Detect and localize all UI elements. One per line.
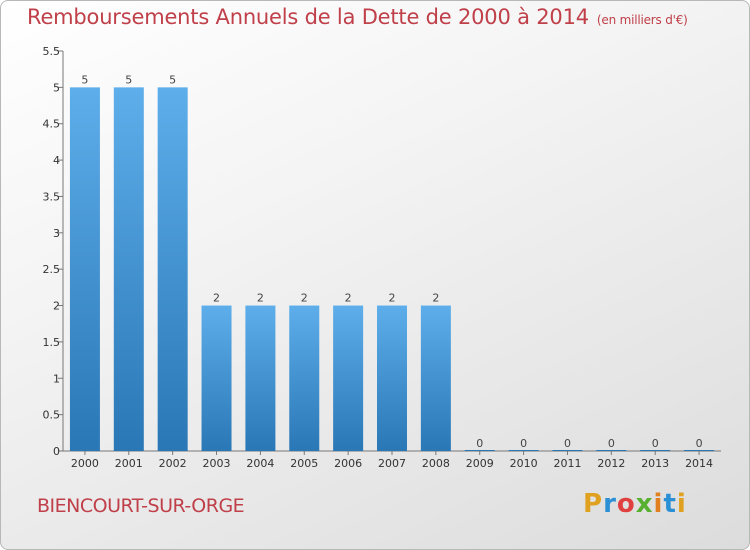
bar-value-label: 0 bbox=[520, 437, 527, 450]
bar-value-label: 2 bbox=[301, 292, 308, 305]
bar-value-label: 0 bbox=[564, 437, 571, 450]
bar[interactable] bbox=[69, 87, 100, 451]
y-tick-label: 2 bbox=[53, 300, 60, 313]
y-tick-label: 1.5 bbox=[43, 336, 61, 349]
bar-value-label: 0 bbox=[652, 437, 659, 450]
chart-title: Remboursements Annuels de la Dette de 20… bbox=[27, 5, 688, 29]
bar-value-label: 2 bbox=[432, 292, 439, 305]
chart-unit: (en milliers d'€) bbox=[596, 13, 688, 27]
x-tick-label: 2009 bbox=[466, 457, 494, 470]
y-tick-label: 4 bbox=[53, 154, 60, 167]
logo-letter: t bbox=[663, 489, 677, 519]
y-tick-label: 3 bbox=[53, 227, 60, 240]
logo-letter: r bbox=[603, 489, 617, 519]
x-tick-label: 2012 bbox=[597, 457, 625, 470]
bar[interactable] bbox=[420, 305, 451, 451]
bar[interactable] bbox=[333, 305, 364, 451]
bar-value-label: 2 bbox=[213, 292, 220, 305]
y-tick-label: 4.5 bbox=[43, 118, 61, 131]
x-tick-label: 2002 bbox=[159, 457, 187, 470]
proxiti-logo[interactable]: Proxiti bbox=[583, 489, 687, 519]
bar-value-label: 5 bbox=[81, 73, 88, 86]
x-tick-label: 2014 bbox=[685, 457, 713, 470]
bar-value-label: 0 bbox=[608, 437, 615, 450]
logo-letter: i bbox=[653, 489, 664, 519]
bar-value-label: 2 bbox=[345, 292, 352, 305]
x-tick-label: 2007 bbox=[378, 457, 406, 470]
x-tick-label: 2003 bbox=[203, 457, 231, 470]
y-tick-label: 5.5 bbox=[43, 45, 61, 58]
y-tick-label: 0.5 bbox=[43, 409, 61, 422]
y-tick-label: 5 bbox=[53, 81, 60, 94]
logo-letter: P bbox=[583, 489, 604, 519]
y-tick-label: 1 bbox=[53, 372, 60, 385]
x-tick-label: 2004 bbox=[246, 457, 274, 470]
x-tick-label: 2010 bbox=[510, 457, 538, 470]
x-tick-label: 2000 bbox=[71, 457, 99, 470]
bars: 5 5 5 2 2 2 2 2 2 0 0 0 0 0 0 bbox=[69, 73, 715, 451]
y-axis: 0 0.5 1 1.5 2 2.5 3 3.5 4 4.5 5 5.5 bbox=[43, 45, 64, 458]
x-tick-label: 2008 bbox=[422, 457, 450, 470]
chart-title-text: Remboursements Annuels de la Dette de 20… bbox=[27, 5, 589, 29]
x-tick-label: 2001 bbox=[115, 457, 143, 470]
y-tick-label: 3.5 bbox=[43, 190, 61, 203]
bar-value-label: 5 bbox=[125, 73, 132, 86]
bar[interactable] bbox=[157, 87, 188, 451]
commune-name: BIENCOURT-SUR-ORGE bbox=[37, 495, 245, 517]
y-tick-label: 0 bbox=[53, 445, 60, 458]
x-tick-label: 2005 bbox=[290, 457, 318, 470]
x-tick-label: 2006 bbox=[334, 457, 362, 470]
bar-value-label: 2 bbox=[389, 292, 396, 305]
bar[interactable] bbox=[377, 305, 407, 451]
bar[interactable] bbox=[201, 305, 232, 451]
bar[interactable] bbox=[113, 87, 144, 451]
logo-letter: i bbox=[676, 489, 687, 519]
bar[interactable] bbox=[245, 305, 276, 451]
x-tick-label: 2013 bbox=[641, 457, 669, 470]
bar[interactable] bbox=[289, 305, 320, 451]
x-axis: 2000 2001 2002 2003 2004 2005 2006 2007 2008 2009… bbox=[63, 450, 721, 470]
bar-value-label: 0 bbox=[476, 437, 483, 450]
logo-letter: o bbox=[616, 489, 636, 519]
bar-value-label: 5 bbox=[169, 73, 176, 86]
y-tick-label: 2.5 bbox=[43, 263, 61, 276]
bar-value-label: 2 bbox=[257, 292, 264, 305]
x-tick-label: 2011 bbox=[553, 457, 581, 470]
bar-value-label: 0 bbox=[696, 437, 703, 450]
logo-letter: x bbox=[635, 489, 654, 519]
